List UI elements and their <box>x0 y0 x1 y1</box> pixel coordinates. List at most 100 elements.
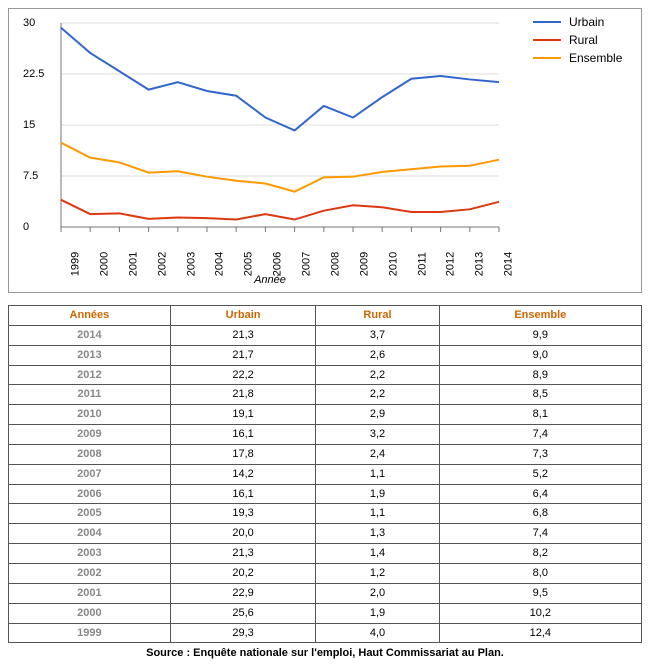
legend-label: Ensemble <box>569 51 622 65</box>
legend-swatch <box>533 57 561 59</box>
year-cell: 2001 <box>9 583 171 603</box>
legend: Urbain Rural Ensemble <box>523 15 633 288</box>
year-cell: 2003 <box>9 544 171 564</box>
value-cell: 1,4 <box>316 544 439 564</box>
value-cell: 16,1 <box>170 425 316 445</box>
year-cell: 2013 <box>9 345 171 365</box>
legend-label: Rural <box>569 33 598 47</box>
legend-item: Rural <box>533 33 633 47</box>
table-row: 201421,33,79,9 <box>9 325 642 345</box>
value-cell: 10,2 <box>439 603 641 623</box>
value-cell: 8,2 <box>439 544 641 564</box>
value-cell: 29,3 <box>170 623 316 643</box>
plot-area: 07.51522.530 199920002001200220032004200… <box>17 15 523 288</box>
source-note: Source : Enquête nationale sur l'emploi,… <box>8 647 642 659</box>
year-cell: 1999 <box>9 623 171 643</box>
year-cell: 2009 <box>9 425 171 445</box>
value-cell: 1,1 <box>316 504 439 524</box>
value-cell: 7,3 <box>439 444 641 464</box>
table-row: 200616,11,96,4 <box>9 484 642 504</box>
value-cell: 12,4 <box>439 623 641 643</box>
value-cell: 22,2 <box>170 365 316 385</box>
legend-label: Urbain <box>569 15 604 29</box>
value-cell: 9,5 <box>439 583 641 603</box>
value-cell: 16,1 <box>170 484 316 504</box>
table-row: 200420,01,37,4 <box>9 524 642 544</box>
legend-swatch <box>533 39 561 41</box>
chart-svg <box>17 15 507 285</box>
value-cell: 7,4 <box>439 524 641 544</box>
value-cell: 22,9 <box>170 583 316 603</box>
table-row: 200916,13,27,4 <box>9 425 642 445</box>
value-cell: 8,0 <box>439 563 641 583</box>
data-table: AnnéesUrbainRuralEnsemble 201421,33,79,9… <box>8 305 642 643</box>
value-cell: 2,9 <box>316 405 439 425</box>
table-row: 200321,31,48,2 <box>9 544 642 564</box>
y-tick-label: 30 <box>23 17 35 29</box>
value-cell: 3,7 <box>316 325 439 345</box>
table-row: 201019,12,98,1 <box>9 405 642 425</box>
table-row: 201121,82,28,5 <box>9 385 642 405</box>
value-cell: 14,2 <box>170 464 316 484</box>
value-cell: 1,1 <box>316 464 439 484</box>
table-row: 200714,21,15,2 <box>9 464 642 484</box>
value-cell: 6,8 <box>439 504 641 524</box>
legend-item: Urbain <box>533 15 633 29</box>
value-cell: 21,3 <box>170 544 316 564</box>
table-row: 199929,34,012,4 <box>9 623 642 643</box>
value-cell: 2,2 <box>316 365 439 385</box>
value-cell: 9,9 <box>439 325 641 345</box>
table-row: 201321,72,69,0 <box>9 345 642 365</box>
legend-swatch <box>533 21 561 23</box>
value-cell: 21,7 <box>170 345 316 365</box>
value-cell: 6,4 <box>439 484 641 504</box>
value-cell: 8,9 <box>439 365 641 385</box>
legend-item: Ensemble <box>533 51 633 65</box>
value-cell: 19,3 <box>170 504 316 524</box>
value-cell: 2,6 <box>316 345 439 365</box>
table-row: 200519,31,16,8 <box>9 504 642 524</box>
y-tick-label: 22.5 <box>23 68 44 80</box>
value-cell: 21,8 <box>170 385 316 405</box>
y-tick-label: 7.5 <box>23 170 38 182</box>
year-cell: 2006 <box>9 484 171 504</box>
year-cell: 2002 <box>9 563 171 583</box>
value-cell: 19,1 <box>170 405 316 425</box>
year-cell: 2008 <box>9 444 171 464</box>
table-row: 200025,61,910,2 <box>9 603 642 623</box>
value-cell: 2,0 <box>316 583 439 603</box>
year-cell: 2000 <box>9 603 171 623</box>
value-cell: 17,8 <box>170 444 316 464</box>
column-header: Urbain <box>170 306 316 326</box>
value-cell: 3,2 <box>316 425 439 445</box>
line-chart: 07.51522.530 199920002001200220032004200… <box>8 8 642 293</box>
column-header: Ensemble <box>439 306 641 326</box>
value-cell: 2,4 <box>316 444 439 464</box>
value-cell: 9,0 <box>439 345 641 365</box>
table-row: 200817,82,47,3 <box>9 444 642 464</box>
value-cell: 21,3 <box>170 325 316 345</box>
table-row: 200122,92,09,5 <box>9 583 642 603</box>
y-tick-label: 15 <box>23 119 35 131</box>
value-cell: 5,2 <box>439 464 641 484</box>
value-cell: 4,0 <box>316 623 439 643</box>
y-tick-label: 0 <box>23 221 29 233</box>
x-axis-label: Année <box>17 274 523 286</box>
value-cell: 20,0 <box>170 524 316 544</box>
value-cell: 7,4 <box>439 425 641 445</box>
table-row: 200220,21,28,0 <box>9 563 642 583</box>
value-cell: 8,1 <box>439 405 641 425</box>
year-cell: 2011 <box>9 385 171 405</box>
year-cell: 2004 <box>9 524 171 544</box>
value-cell: 2,2 <box>316 385 439 405</box>
value-cell: 25,6 <box>170 603 316 623</box>
column-header: Rural <box>316 306 439 326</box>
year-cell: 2014 <box>9 325 171 345</box>
year-cell: 2010 <box>9 405 171 425</box>
value-cell: 1,3 <box>316 524 439 544</box>
value-cell: 1,9 <box>316 484 439 504</box>
value-cell: 1,9 <box>316 603 439 623</box>
column-header: Années <box>9 306 171 326</box>
value-cell: 1,2 <box>316 563 439 583</box>
value-cell: 20,2 <box>170 563 316 583</box>
